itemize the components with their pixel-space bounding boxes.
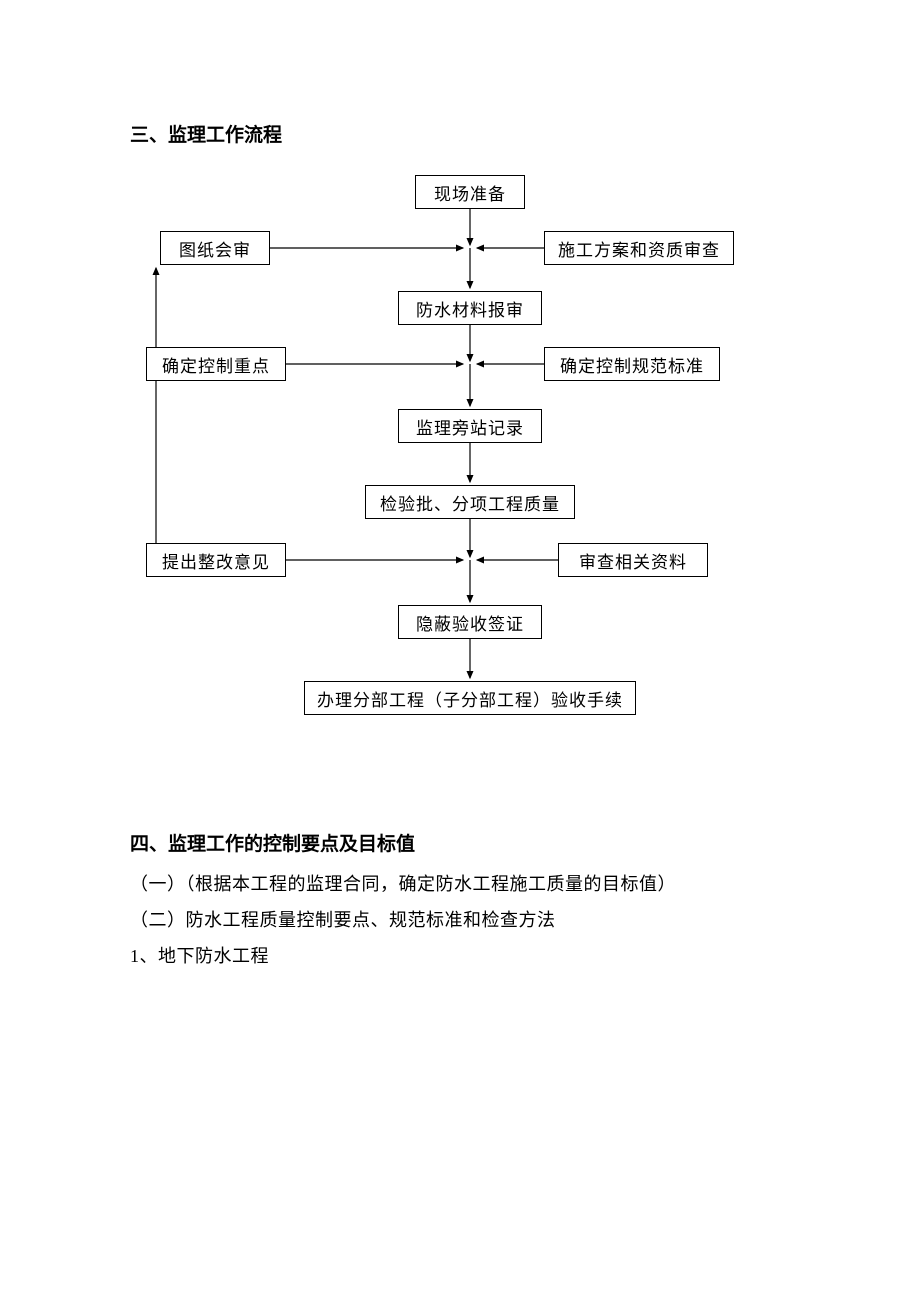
body-line-3: 1、地下防水工程 (130, 938, 790, 974)
body-line-2: （二）防水工程质量控制要点、规范标准和检查方法 (130, 902, 790, 938)
fc-node-n11: 隐蔽验收签证 (398, 605, 542, 639)
body-line-1: （一）（根据本工程的监理合同，确定防水工程施工质量的目标值） (130, 866, 790, 902)
fc-node-n10: 审查相关资料 (558, 543, 708, 577)
fc-node-n1: 现场准备 (415, 175, 525, 209)
fc-node-n2: 图纸会审 (160, 231, 270, 265)
fc-node-n4: 防水材料报审 (398, 291, 542, 325)
fc-node-n6: 确定控制规范标准 (544, 347, 720, 381)
fc-node-n7: 监理旁站记录 (398, 409, 542, 443)
heading-section4: 四、监理工作的控制要点及目标值 (130, 829, 790, 856)
fc-node-n12: 办理分部工程（子分部工程）验收手续 (304, 681, 636, 715)
fc-node-n9: 提出整改意见 (146, 543, 286, 577)
heading-section3: 三、监理工作流程 (130, 120, 790, 147)
fc-node-n5: 确定控制重点 (146, 347, 286, 381)
fc-node-n3: 施工方案和资质审查 (544, 231, 734, 265)
fc-node-n8: 检验批、分项工程质量 (365, 485, 575, 519)
flowchart-container: 现场准备 图纸会审 施工方案和资质审查 防水材料报审 确定控制重点 确定控制规范… (130, 165, 790, 805)
